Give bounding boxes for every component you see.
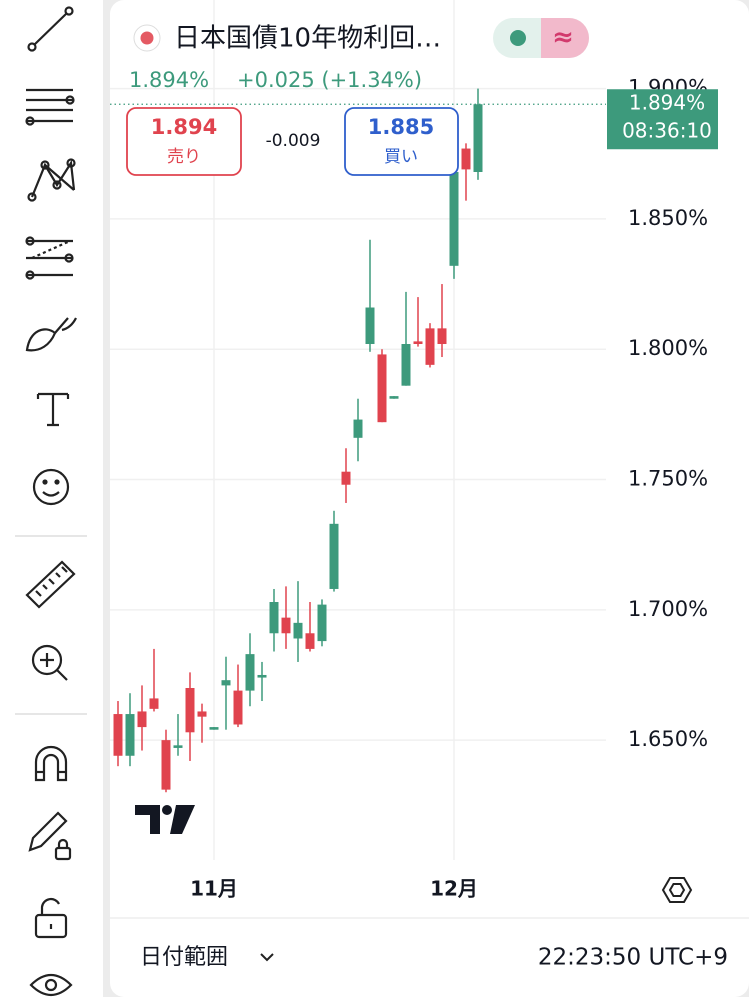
brush-tool[interactable] <box>25 317 77 352</box>
clock: 22:23:50 UTC+9 <box>538 945 728 971</box>
last-price-badge <box>607 89 718 150</box>
spread: -0.009 <box>266 131 321 151</box>
candle-body <box>329 523 339 589</box>
settings-icon-outer <box>661 877 693 903</box>
symbol-title[interactable]: 日本国債10年物利回… <box>174 24 441 54</box>
candle-body <box>137 711 147 728</box>
lock-tool[interactable] <box>34 897 68 939</box>
y-tick-label: 1.750% <box>628 467 708 491</box>
status-dot-inner <box>140 31 154 45</box>
plot: 1.650%1.700%1.750%1.800%1.850%1.900%11月 1… <box>110 0 718 901</box>
pattern-tool[interactable] <box>27 158 76 202</box>
price-change: +0.025 (+1.34%) <box>237 68 422 92</box>
emoji-tool[interactable] <box>32 468 70 506</box>
candle-body <box>173 745 183 748</box>
ruler-tool[interactable] <box>25 560 76 609</box>
candle-body <box>209 727 219 730</box>
candle-body <box>341 471 351 485</box>
last-price: 1.894% <box>129 68 209 92</box>
candle-body <box>413 341 423 344</box>
candle-body <box>401 344 411 386</box>
magnet-tool[interactable] <box>34 745 68 782</box>
buy-button[interactable] <box>344 107 459 176</box>
tradingview-logo <box>135 805 195 834</box>
date-range-button[interactable]: 日付範囲 <box>140 945 228 970</box>
candle-body <box>221 680 231 686</box>
candle-body <box>233 690 243 725</box>
candle-body <box>161 740 171 790</box>
mode-toggle-active <box>541 18 589 58</box>
tool-icons <box>15 6 87 997</box>
y-tick-label: 1.650% <box>628 727 708 751</box>
candle-body <box>317 604 327 642</box>
y-tick-label: 1.800% <box>628 336 708 360</box>
x-tick-label: 12月 <box>430 877 478 901</box>
candle-body <box>389 396 399 399</box>
mode-dot <box>510 30 526 46</box>
candle-body <box>185 688 195 733</box>
sell-price: 1.894 <box>151 115 217 139</box>
buy-label: 買い <box>384 147 418 167</box>
candle-body <box>305 633 315 649</box>
settings-icon[interactable] <box>668 883 686 897</box>
forecast-tool[interactable] <box>25 236 74 280</box>
zoom-tool[interactable] <box>31 644 68 681</box>
candle-body <box>449 172 459 266</box>
candle-body <box>425 328 435 365</box>
dropdown-arrow <box>260 953 274 962</box>
toolbar <box>0 0 103 997</box>
candle-body <box>269 602 279 634</box>
buy-price: 1.885 <box>368 115 434 139</box>
candle-body <box>245 654 255 691</box>
candle-body <box>197 711 207 717</box>
candle-body <box>377 354 387 423</box>
candle-body <box>461 148 471 170</box>
candle-body <box>257 674 267 678</box>
mode-icon: ≈ <box>552 23 574 53</box>
last-price-time: 08:36:10 <box>622 119 712 143</box>
candle-body <box>293 622 303 639</box>
candle-body <box>365 307 375 344</box>
candle-body <box>125 714 135 756</box>
trend-line-tool[interactable] <box>27 6 74 52</box>
last-price-label: 1.894% <box>629 91 705 115</box>
chart-panel <box>110 0 749 997</box>
y-tick-label: 1.700% <box>628 597 708 621</box>
text-tool[interactable] <box>36 392 70 427</box>
x-tick-label: 11月 <box>190 877 238 901</box>
y-tick-label: 1.850% <box>628 206 708 230</box>
sell-label: 売り <box>167 147 201 167</box>
lock-drawing-tool[interactable] <box>28 811 72 861</box>
candle-body <box>353 419 363 438</box>
visibility-tool[interactable] <box>29 973 73 997</box>
sell-button[interactable] <box>126 107 242 176</box>
candle-body <box>281 617 291 634</box>
candle-body <box>437 328 447 344</box>
candle-body <box>149 698 159 709</box>
candle-body <box>473 104 483 172</box>
fib-tool[interactable] <box>25 88 75 126</box>
candle-body <box>113 714 123 756</box>
